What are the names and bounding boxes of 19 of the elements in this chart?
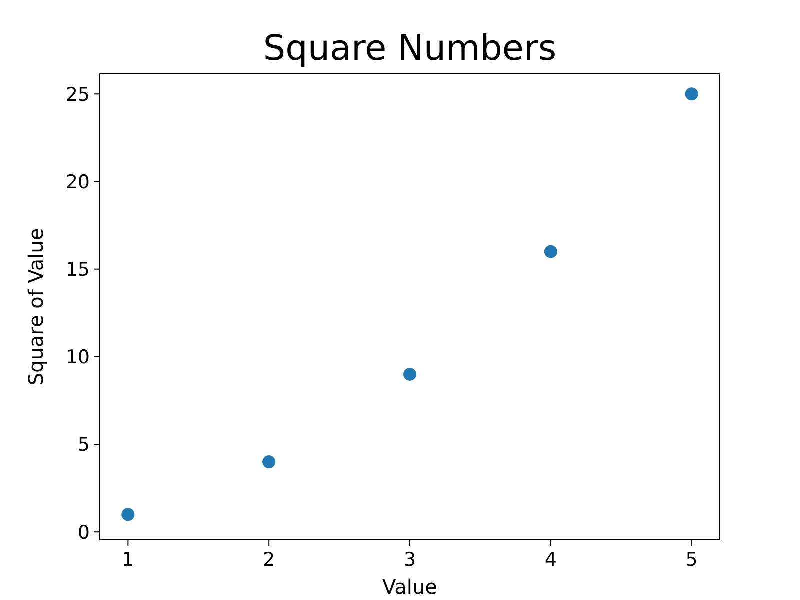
- x-tick-label: 5: [686, 549, 698, 571]
- y-tick-label: 25: [66, 84, 90, 106]
- y-tick-label: 15: [66, 258, 90, 281]
- x-tick-label: 1: [122, 549, 134, 571]
- x-tick-label: 2: [263, 549, 276, 571]
- point: [262, 456, 276, 469]
- y-axis-title: Square of Value: [24, 228, 48, 386]
- point: [404, 368, 416, 381]
- y-tick-label: 0: [78, 522, 90, 544]
- x-axis-title: Value: [382, 575, 438, 599]
- x-tick-label: 4: [544, 549, 557, 571]
- y-tick-label: 20: [66, 171, 90, 194]
- point: [544, 245, 558, 258]
- point: [685, 88, 698, 101]
- chart-title: Square Numbers: [263, 29, 557, 69]
- x-tick-label: 3: [404, 549, 416, 571]
- y-tick-label: 5: [78, 434, 90, 456]
- y-tick-label: 10: [66, 346, 90, 369]
- point: [122, 508, 135, 522]
